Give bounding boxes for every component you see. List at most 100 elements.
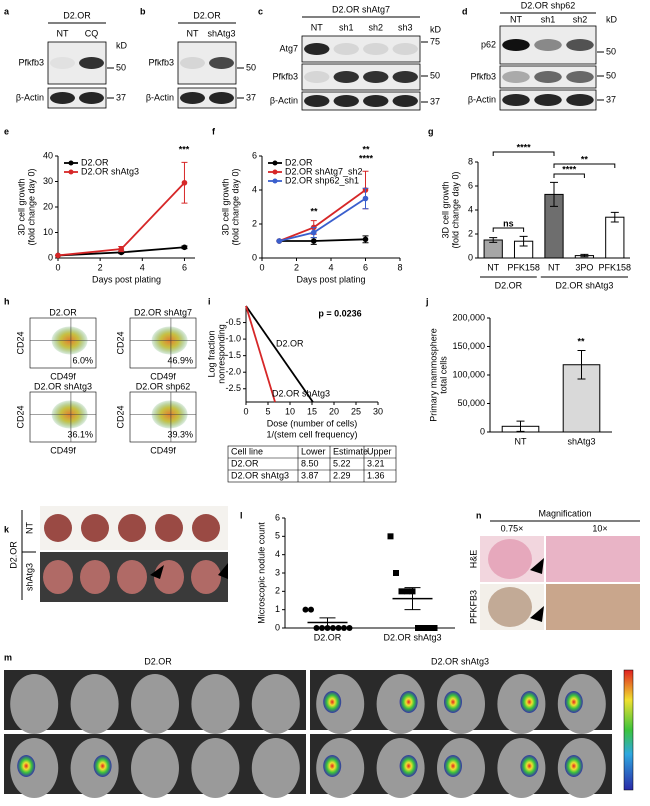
mouse — [131, 674, 179, 734]
point — [420, 625, 427, 631]
error-bar — [580, 253, 589, 258]
column-label: 10× — [592, 523, 607, 533]
signal — [564, 691, 583, 713]
y-axis-title: total cells — [438, 356, 448, 394]
signal — [399, 755, 418, 777]
blot-title: D2.OR — [193, 10, 221, 20]
significance-bracket — [492, 151, 555, 156]
x-tick-label: 0 — [55, 262, 60, 272]
band — [50, 57, 75, 69]
point — [181, 244, 188, 251]
row-label: Pfkfb3 — [272, 71, 298, 81]
point — [404, 588, 410, 595]
point — [330, 625, 336, 631]
legend-label: D2.OR shp62_sh1 — [285, 175, 359, 185]
flow-axis-title: CD49f — [150, 371, 176, 381]
point — [341, 625, 347, 631]
row-label: β-Actin — [468, 94, 496, 104]
band — [304, 71, 330, 83]
signal — [17, 755, 36, 777]
panel-letter: b — [140, 6, 146, 16]
series-label: D2.OR — [276, 338, 304, 348]
x-tick-label: 25 — [351, 406, 361, 416]
y-tick-label: 6 — [252, 150, 257, 160]
table-cell: 3.87 — [301, 470, 319, 480]
panel-letter: n — [476, 510, 482, 520]
band — [363, 95, 389, 107]
y-tick-label: 150,000 — [452, 341, 485, 351]
band — [333, 71, 359, 83]
table-cell: 8.50 — [301, 458, 319, 468]
mouse — [10, 674, 59, 734]
colorbar — [623, 669, 634, 791]
y-axis-title: nonresponding — [216, 324, 226, 384]
lane-label: NT — [187, 28, 199, 38]
lung — [118, 514, 146, 542]
panel-letter: g — [428, 126, 434, 136]
band — [363, 71, 389, 83]
series-line — [279, 197, 366, 242]
point — [393, 570, 399, 576]
size-marker: 37 — [430, 96, 440, 106]
panel-letter: f — [212, 126, 216, 136]
series-line — [245, 305, 276, 403]
group-label: D2.OR — [8, 541, 18, 569]
flow-title: D2.OR shAtg3 — [34, 381, 92, 391]
mouse — [191, 738, 240, 798]
panel-letter: l — [240, 510, 243, 520]
signal — [520, 691, 539, 713]
point — [346, 625, 353, 631]
arrowhead — [218, 563, 228, 579]
point — [426, 625, 432, 631]
y-tick-label: 6 — [275, 512, 280, 522]
size-marker: 75 — [430, 36, 440, 46]
band — [180, 92, 205, 104]
panel-letter: i — [208, 296, 211, 306]
arrowhead — [530, 558, 544, 574]
histology-image — [546, 536, 640, 582]
lane-label: NT — [57, 28, 69, 38]
lung — [155, 514, 183, 542]
y-tick-label: 40 — [43, 150, 53, 160]
series-line — [245, 305, 314, 403]
panel-letter: d — [462, 6, 468, 16]
y-tick-label: 50,000 — [457, 398, 485, 408]
band — [566, 39, 594, 51]
mouse — [251, 674, 300, 734]
lung — [81, 514, 109, 542]
flow-title: D2.OR — [49, 307, 77, 317]
tissue — [488, 587, 532, 627]
y-tick-label: 20 — [43, 201, 53, 211]
significance: **** — [517, 142, 532, 152]
table-cell: 2.29 — [333, 470, 351, 480]
row-label: NT — [24, 522, 34, 534]
mouse — [70, 674, 119, 734]
signal — [93, 755, 112, 777]
legend-label: D2.OR shAtg3 — [81, 166, 139, 176]
annotation: *** — [179, 144, 190, 154]
x-tick-label: 10 — [285, 406, 295, 416]
flow-title: D2.OR shAtg7 — [134, 307, 192, 317]
panel-letter: a — [4, 6, 10, 16]
size-marker: 50 — [116, 62, 126, 72]
x-tick-label: 4 — [328, 262, 333, 272]
size-marker: kD — [430, 24, 442, 34]
x-tick-label: NT — [487, 262, 499, 272]
y-tick-label: -2.0 — [225, 367, 241, 377]
error-bar — [519, 235, 528, 247]
point — [415, 625, 421, 631]
mouse — [131, 738, 179, 798]
y-tick-label: 0 — [468, 252, 473, 262]
signal — [399, 691, 418, 713]
row-label: H&E — [468, 550, 478, 569]
significance: ns — [503, 218, 514, 228]
blot-panel — [301, 91, 421, 111]
flow-percent: 46.9% — [167, 355, 193, 365]
band — [209, 92, 234, 104]
x-tick-label: 2 — [98, 262, 103, 272]
row-label: β-Actin — [16, 92, 44, 102]
y-tick-label: 2 — [275, 586, 280, 596]
panel-letter: c — [258, 6, 263, 16]
table-cell: Lower — [301, 446, 326, 456]
significance: **** — [562, 164, 577, 174]
